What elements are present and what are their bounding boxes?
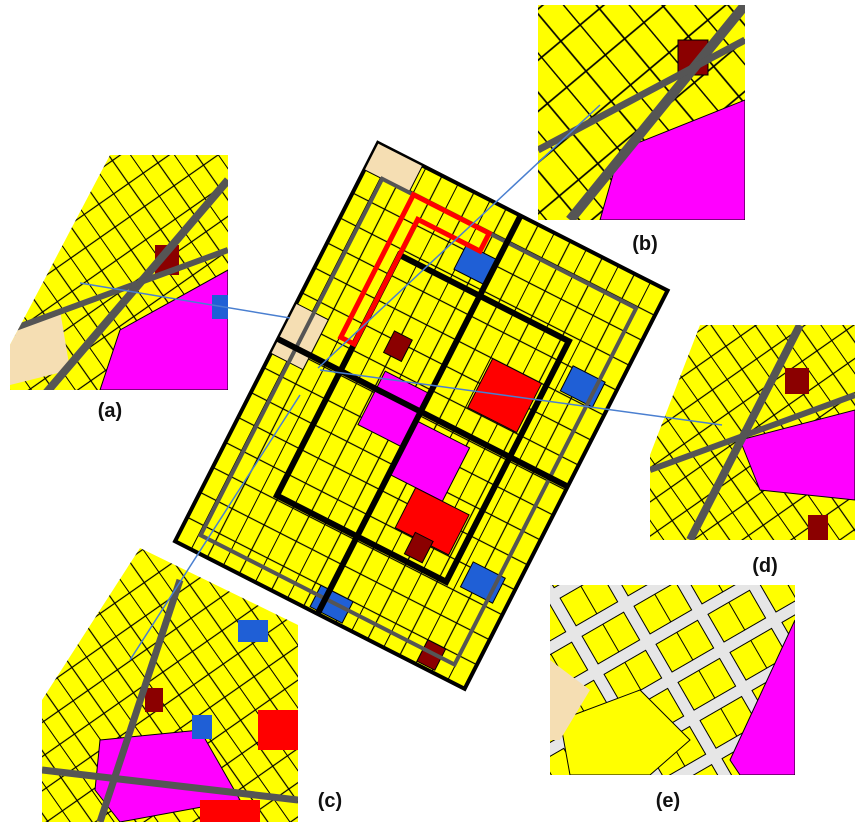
panel-label: (c) (318, 790, 342, 812)
inset-a (10, 155, 228, 390)
inset-d (650, 325, 855, 540)
panel-label: (a) (98, 400, 122, 422)
panel-label: (b) (632, 233, 658, 255)
main-map (172, 140, 671, 692)
panel-label: (d) (752, 555, 778, 577)
inset-b (538, 5, 745, 220)
panel-label: (e) (656, 790, 680, 812)
connectors (79, 104, 723, 661)
inset-e (550, 585, 795, 775)
